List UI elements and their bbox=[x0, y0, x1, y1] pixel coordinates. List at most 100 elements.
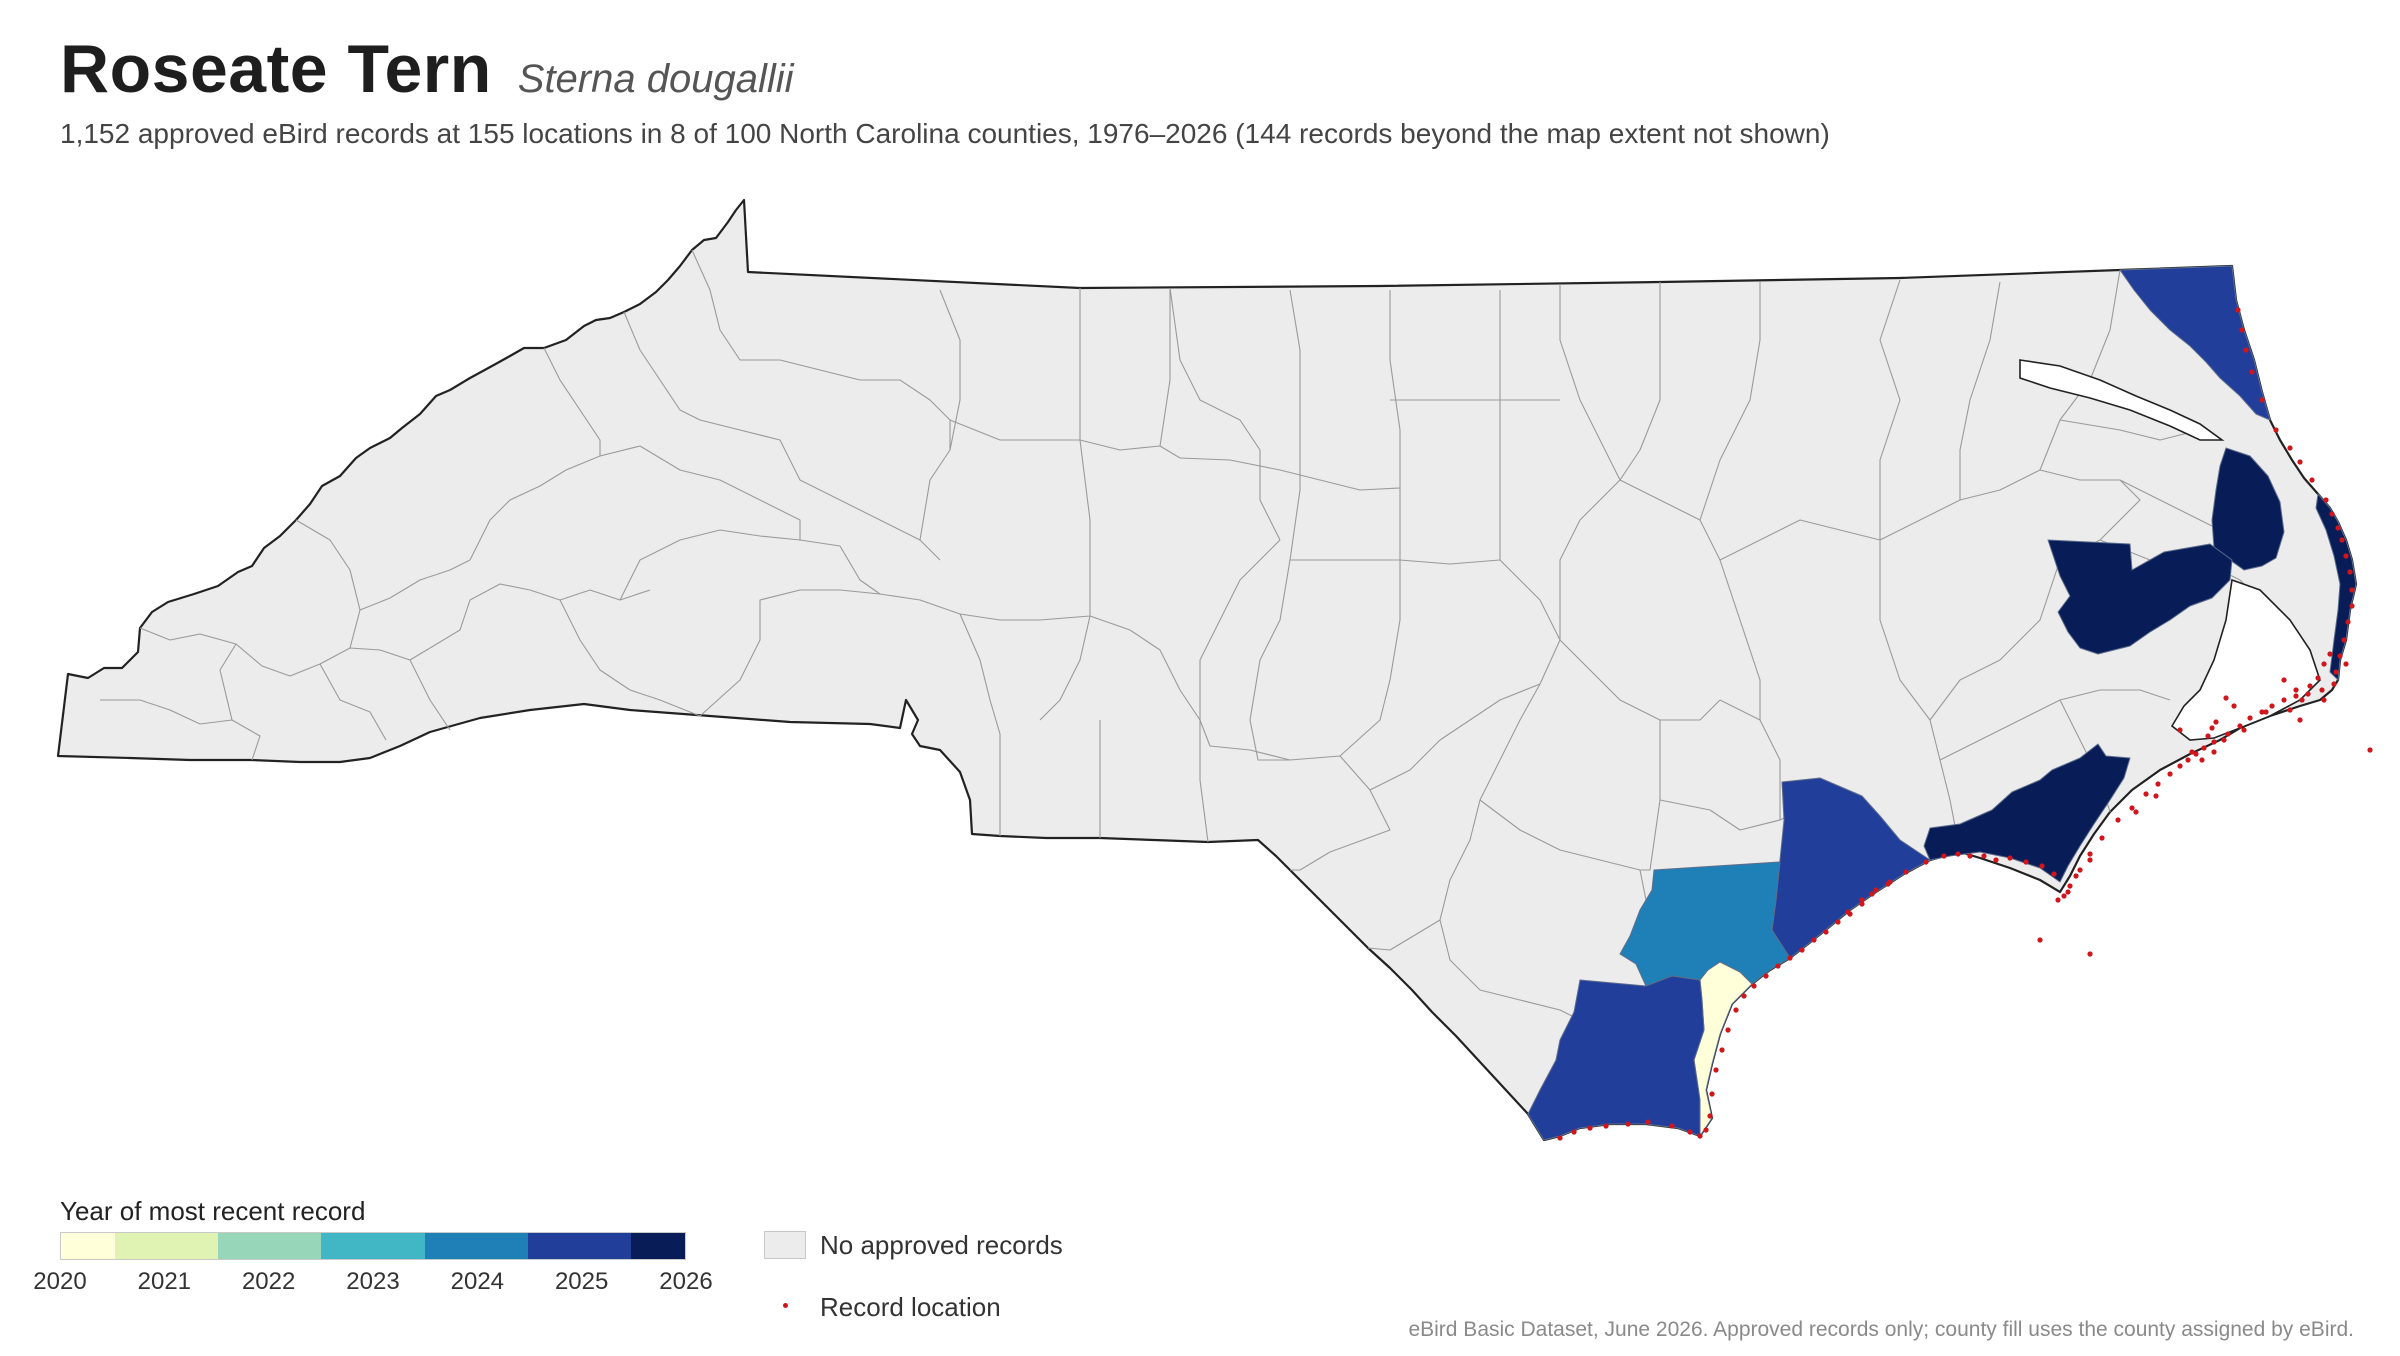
record-point bbox=[2281, 677, 2287, 683]
county-line bbox=[1039, 288, 1091, 721]
record-point bbox=[1697, 1133, 1703, 1139]
record-point bbox=[1887, 879, 1893, 885]
record-point bbox=[2247, 715, 2253, 721]
record-point bbox=[2007, 855, 2013, 861]
county-line bbox=[691, 249, 861, 381]
record-point bbox=[2221, 737, 2227, 743]
record-point bbox=[2115, 817, 2121, 823]
record-point bbox=[2051, 871, 2057, 877]
record-point bbox=[1713, 1067, 1719, 1073]
county-line bbox=[1499, 559, 1561, 685]
county-line bbox=[1659, 799, 1781, 831]
county-line bbox=[939, 289, 961, 451]
county-line bbox=[699, 589, 961, 717]
record-point bbox=[1719, 1047, 1725, 1053]
record-point bbox=[1859, 897, 1865, 903]
record-point bbox=[2177, 727, 2183, 733]
record-point bbox=[2167, 771, 2173, 777]
record-point bbox=[2087, 951, 2093, 957]
record-point bbox=[2343, 553, 2349, 559]
county-line bbox=[1289, 289, 1301, 561]
record-point bbox=[2205, 733, 2211, 739]
map-subtitle: 1,152 approved eBird records at 155 loca… bbox=[60, 118, 1830, 149]
record-point bbox=[2213, 719, 2219, 725]
record-point bbox=[2259, 397, 2265, 403]
source-note: eBird Basic Dataset, June 2026. Approved… bbox=[1408, 1318, 2354, 1341]
record-point bbox=[1993, 857, 1999, 863]
county-line bbox=[959, 613, 1091, 621]
record-point bbox=[1981, 853, 1987, 859]
record-point bbox=[2055, 897, 2061, 903]
record-point bbox=[2331, 681, 2337, 687]
county-line bbox=[1699, 282, 1761, 521]
colorbar-tick-2020: 2020 bbox=[33, 1268, 87, 1295]
record-point bbox=[2347, 569, 2353, 575]
record-point bbox=[1725, 1027, 1731, 1033]
record-point bbox=[2133, 809, 2139, 815]
record-point bbox=[2337, 653, 2343, 659]
record-point bbox=[2321, 661, 2327, 667]
colorbar-tick-2021: 2021 bbox=[137, 1268, 192, 1295]
county-line bbox=[295, 519, 361, 611]
colorbar-tick-2022: 2022 bbox=[241, 1268, 296, 1295]
record-point bbox=[2231, 703, 2237, 709]
county-line bbox=[319, 663, 387, 741]
record-point bbox=[2237, 723, 2243, 729]
record-point bbox=[1709, 1091, 1715, 1097]
county-line bbox=[623, 311, 781, 441]
state-outline bbox=[56, 198, 2358, 1142]
record-point bbox=[2287, 707, 2293, 713]
record-point bbox=[2177, 763, 2183, 769]
record-point bbox=[1835, 919, 1841, 925]
county-line bbox=[100, 699, 261, 761]
record-point bbox=[2129, 805, 2135, 811]
colorbar-bin-2026 bbox=[631, 1233, 686, 1259]
record-point bbox=[2327, 651, 2333, 657]
county-line bbox=[1559, 284, 1621, 640]
record-point bbox=[1787, 955, 1793, 961]
colorbar-tick-2025: 2025 bbox=[554, 1268, 609, 1295]
record-point bbox=[2349, 587, 2355, 593]
record-point bbox=[1741, 993, 1747, 999]
record-point bbox=[2323, 497, 2329, 503]
county-line bbox=[1719, 559, 1761, 720]
record-point bbox=[2307, 683, 2313, 689]
record-point bbox=[2299, 697, 2305, 703]
record-point bbox=[1625, 1121, 1631, 1127]
record-locations bbox=[1557, 307, 2373, 1141]
county-line bbox=[2059, 419, 2201, 441]
record-point bbox=[1845, 909, 1851, 915]
record-point bbox=[1775, 963, 1781, 969]
record-point bbox=[2155, 781, 2161, 787]
county-line bbox=[1559, 639, 1721, 721]
county-line bbox=[1619, 479, 1721, 561]
albemarle-sound bbox=[2019, 359, 2225, 441]
record-point bbox=[2211, 749, 2217, 755]
record-point bbox=[2199, 757, 2205, 763]
species-title: Roseate Tern bbox=[60, 31, 492, 107]
county-line bbox=[543, 347, 601, 456]
scientific-name: Sterna dougallii bbox=[517, 57, 794, 101]
county-line bbox=[219, 643, 237, 721]
record-point bbox=[1799, 947, 1805, 953]
county-line bbox=[349, 559, 471, 649]
record-point bbox=[2345, 619, 2351, 625]
county-brunswick bbox=[1527, 975, 1705, 1141]
state-base bbox=[56, 198, 2358, 1142]
county-line bbox=[1089, 615, 1291, 761]
record-point bbox=[2273, 427, 2279, 433]
record-point bbox=[1869, 891, 1875, 897]
record-point bbox=[2249, 369, 2255, 375]
record-location-swatch bbox=[783, 1303, 788, 1308]
legend-title: Year of most recent record bbox=[60, 1196, 366, 1226]
record-point bbox=[2335, 525, 2341, 531]
county-line bbox=[1159, 288, 1171, 447]
record-point bbox=[2259, 709, 2265, 715]
county-line bbox=[1879, 540, 1941, 761]
record-point bbox=[1823, 929, 1829, 935]
colorbar-bin-2023 bbox=[321, 1233, 425, 1259]
record-point bbox=[1811, 937, 1817, 943]
county-line bbox=[1367, 919, 1441, 951]
record-point bbox=[2243, 347, 2249, 353]
county-line bbox=[1619, 282, 1661, 481]
